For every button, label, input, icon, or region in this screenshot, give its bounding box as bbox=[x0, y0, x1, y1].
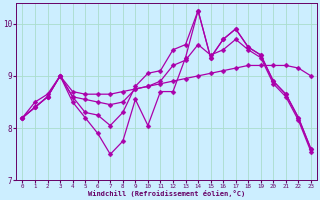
X-axis label: Windchill (Refroidissement éolien,°C): Windchill (Refroidissement éolien,°C) bbox=[88, 190, 245, 197]
